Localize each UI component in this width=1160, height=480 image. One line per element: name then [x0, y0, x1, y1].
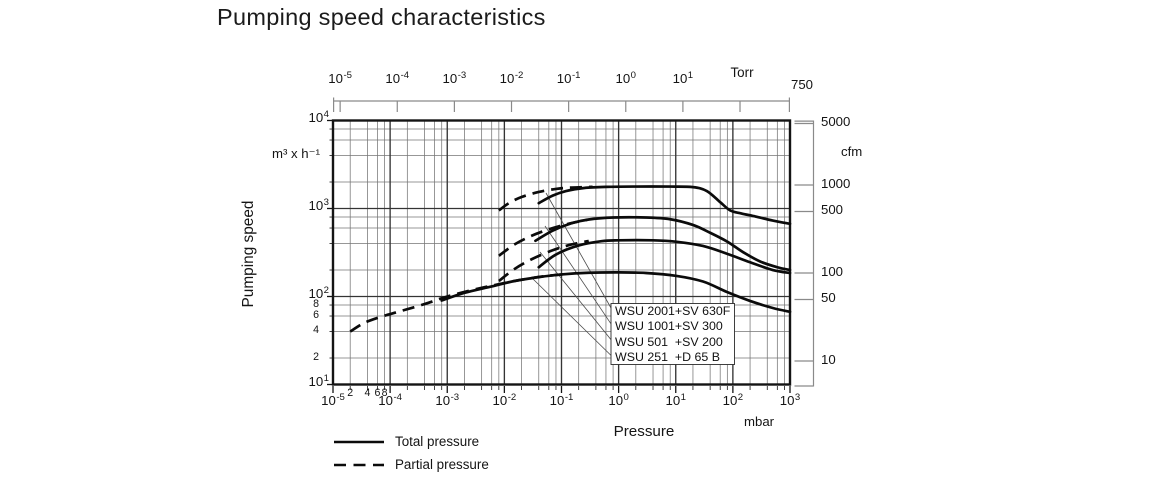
curve-partial-pressure [498, 218, 588, 257]
curve-label: WSU 251 +D 65 B [615, 349, 721, 364]
legend-label: Partial pressure [395, 457, 489, 472]
y-axis-title: Pumping speed [240, 200, 257, 308]
curve-total-pressure [534, 215, 792, 272]
curve-total-pressure [537, 185, 792, 226]
curve-label: WSU 1001+SV 300 [615, 319, 723, 334]
top-axis-unit-torr: Torr [730, 65, 754, 80]
x-axis-unit-mbar: mbar [744, 414, 775, 429]
leader-lines [531, 192, 614, 358]
x-axis-title: Pressure [613, 423, 675, 440]
chart-title: Pumping speed characteristics [217, 4, 546, 30]
total-pressure-line-swatch [334, 440, 384, 443]
curve-partial-pressure [349, 272, 567, 333]
curve-partial-pressure [498, 185, 593, 212]
legend-label: Total pressure [395, 434, 480, 449]
leader-line [544, 225, 614, 328]
curve-labels-box: WSU 2001+SV 630F WSU 1001+SV 300 WSU 501 +… [611, 304, 735, 365]
partial-pressure-line-swatch [334, 463, 384, 466]
legend-item-partial-pressure: Partial pressure [331, 453, 489, 476]
right-axis-unit-cfm: cfm [841, 144, 863, 159]
y-axis-unit: m³ x h⁻¹ [272, 146, 320, 161]
leader-line [545, 192, 614, 312]
curve-total-pressure [440, 271, 792, 314]
leader-line [539, 251, 614, 343]
top-axis-end-label: 750 [790, 77, 813, 92]
curve-label: WSU 2001+SV 630F [615, 304, 731, 318]
curves [349, 185, 792, 333]
curve-labels-box-rect [610, 303, 735, 365]
torr-scale-bar [333, 97, 791, 112]
legend: Total pressure Partial pressure [331, 430, 489, 476]
leader-line [531, 277, 614, 358]
curve-partial-pressure [498, 239, 590, 283]
plot-border [331, 119, 792, 386]
legend-item-total-pressure: Total pressure [331, 430, 489, 453]
curve-label: WSU 501 +SV 200 [615, 334, 723, 349]
curve-total-pressure [537, 238, 792, 275]
cfm-scale-bar [794, 120, 815, 387]
